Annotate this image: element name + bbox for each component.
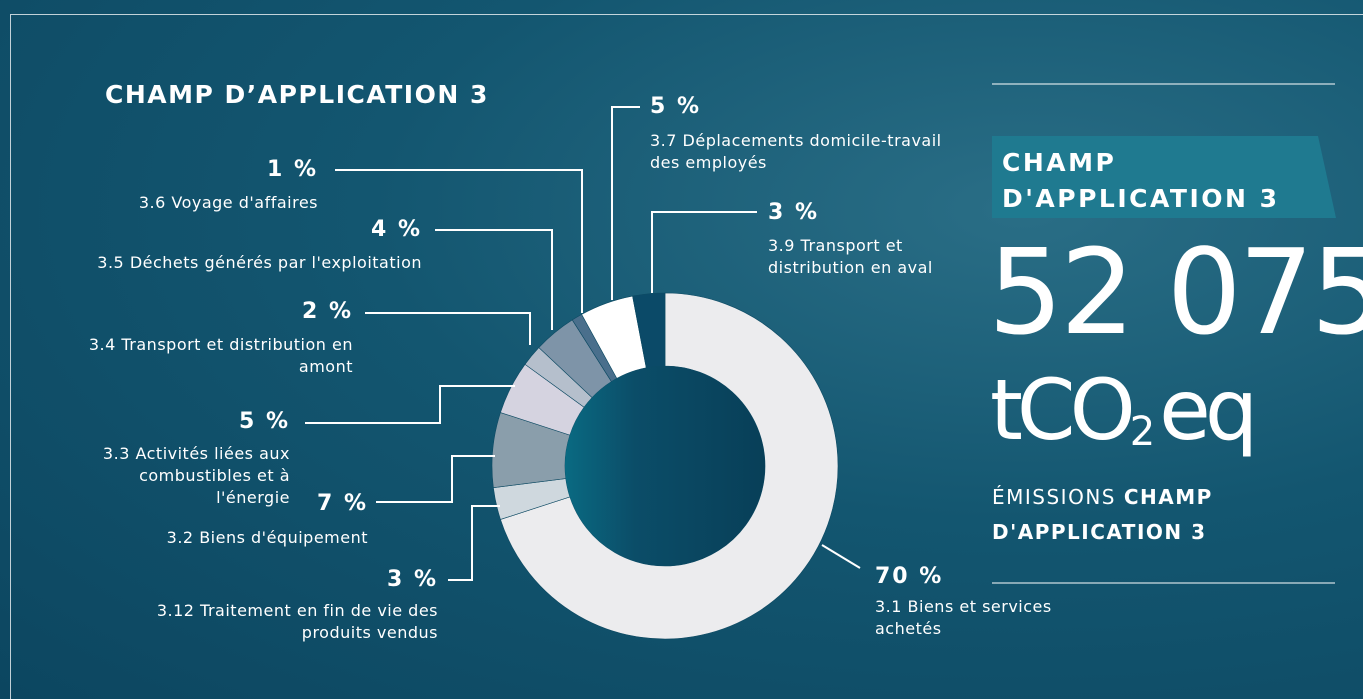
- banner: [992, 136, 1336, 218]
- leader-line: [611, 106, 640, 300]
- leader-line: [448, 505, 500, 581]
- value-label: 5 %: [238, 409, 290, 434]
- leader-line: [305, 385, 515, 424]
- category-label: 3.4 Transport et distribution en amont: [88, 335, 353, 376]
- leader-line: [651, 211, 757, 293]
- caption-bold: CHAMP D'APPLICATION 3: [992, 485, 1213, 544]
- value-label: 1 %: [266, 157, 318, 182]
- category-label: 3.7 Déplacements domicile-travail des em…: [650, 131, 942, 172]
- value-label: 3 %: [386, 567, 438, 592]
- value-label: 2 %: [301, 299, 353, 324]
- category-label: 3.1 Biens et services achetés: [875, 597, 1052, 638]
- summary-heading: CHAMP D'APPLICATION 3: [1002, 148, 1280, 213]
- leader-line: [365, 312, 531, 345]
- donut-hole: [565, 366, 765, 566]
- unit-end: eq: [1159, 361, 1258, 459]
- category-label: 3.9 Transport et distribution en aval: [768, 236, 933, 277]
- category-label: 3.2 Biens d'équipement: [166, 528, 368, 547]
- unit-sub: 2: [1129, 409, 1156, 455]
- category-label: 3.6 Voyage d'affaires: [138, 193, 318, 212]
- unit: tCO2eq: [990, 360, 1258, 482]
- category-label: 3.3 Activités liées aux combustibles et …: [102, 444, 290, 507]
- value-label: 7 %: [316, 491, 368, 516]
- leader-line: [435, 229, 553, 330]
- leader-line: [335, 169, 583, 313]
- total-value: 52 075: [988, 223, 1363, 361]
- value-label: 3 %: [768, 200, 820, 225]
- frame: [10, 14, 1363, 699]
- category-label: 3.5 Déchets générés par l'exploitation: [97, 253, 422, 272]
- caption: ÉMISSIONS CHAMP D'APPLICATION 3: [992, 480, 1292, 550]
- category-label: 3.12 Traitement en fin de vie des produi…: [156, 601, 438, 642]
- chart-title: CHAMP D’APPLICATION 3: [105, 80, 489, 109]
- caption-plain: ÉMISSIONS: [992, 485, 1116, 509]
- leader-line: [821, 544, 861, 569]
- value-label: 5 %: [650, 94, 702, 119]
- unit-main: tCO: [990, 361, 1136, 459]
- leader-line: [376, 455, 495, 503]
- value-label: 70 %: [875, 564, 944, 589]
- value-label: 4 %: [370, 217, 422, 242]
